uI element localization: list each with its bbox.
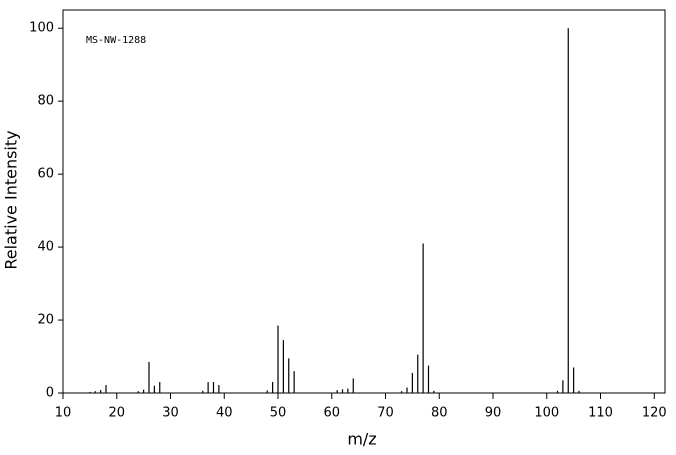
x-tick-label: 50 — [270, 406, 287, 421]
x-axis-label: m/z — [347, 430, 376, 449]
x-tick-label: 20 — [108, 406, 125, 421]
x-tick-label: 70 — [377, 406, 394, 421]
y-tick-label: 100 — [29, 21, 54, 36]
annotation: MS-NW-1288 — [86, 35, 146, 46]
x-tick-label: 90 — [485, 406, 502, 421]
y-tick-label: 60 — [37, 167, 54, 182]
x-tick-label: 40 — [216, 406, 233, 421]
x-tick-label: 30 — [162, 406, 179, 421]
y-tick-label: 20 — [37, 313, 54, 328]
y-axis-label: Relative Intensity — [2, 130, 21, 269]
y-tick-label: 40 — [37, 240, 54, 255]
x-tick-label: 80 — [431, 406, 448, 421]
x-tick-label: 10 — [55, 406, 72, 421]
x-tick-label: 120 — [642, 406, 667, 421]
y-tick-label: 80 — [37, 94, 54, 109]
plot-frame — [62, 9, 666, 394]
x-tick-label: 110 — [588, 406, 613, 421]
y-tick-label: 0 — [46, 386, 54, 401]
x-tick-label: 100 — [534, 406, 559, 421]
x-tick-label: 60 — [323, 406, 340, 421]
